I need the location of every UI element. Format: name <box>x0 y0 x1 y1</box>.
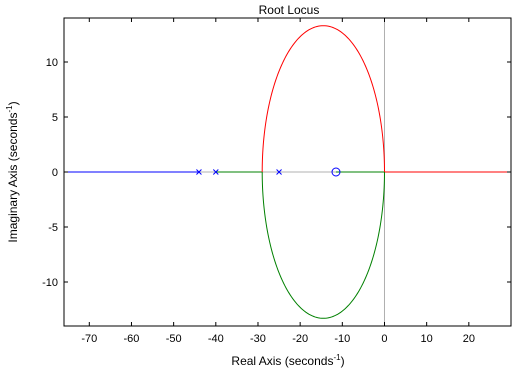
locus-branch-upper <box>261 25 385 173</box>
y-tick-label: 10 <box>46 57 58 69</box>
x-tick-label: -70 <box>81 333 97 345</box>
x-tick-label: 10 <box>421 333 433 345</box>
y-tick-label: 5 <box>52 112 58 124</box>
pole-marker <box>212 169 219 175</box>
pole-marker <box>196 169 202 175</box>
x-tick-label: -40 <box>208 333 224 345</box>
y-axis-title-close: ) <box>6 101 20 105</box>
y-tick-label: -10 <box>42 277 58 289</box>
x-tick-label: -10 <box>334 333 350 345</box>
x-tick-label: 20 <box>463 333 475 345</box>
x-axis-title: Real Axis (seconds-1) <box>231 353 344 368</box>
x-tick-label: -20 <box>292 333 308 345</box>
x-tick-label: 0 <box>381 333 387 345</box>
y-tick-labels: -10 -5 0 5 10 <box>42 57 58 289</box>
x-axis-title-close: ) <box>341 354 345 368</box>
locus-branch-lower <box>261 171 385 319</box>
y-tick-label: 0 <box>52 167 58 179</box>
x-tick-labels: -70 -60 -50 -40 -30 -20 -10 0 10 20 <box>81 333 475 345</box>
x-axis-title-sup: -1 <box>333 353 341 362</box>
zero-marker <box>331 167 341 177</box>
plot-area <box>63 17 512 327</box>
y-axis-title-text: Imaginary Axis (seconds <box>6 113 20 243</box>
pole-marker <box>276 169 282 175</box>
y-axis-title-sup: -1 <box>5 105 14 113</box>
y-axis-title: Imaginary Axis (seconds-1) <box>5 101 20 242</box>
pole-marker-stroke <box>196 169 202 175</box>
pole-marker-stroke <box>212 169 219 175</box>
pole-marker-stroke <box>276 169 282 175</box>
x-tick-label: -30 <box>250 333 266 345</box>
x-axis-title-text: Real Axis (seconds <box>231 354 333 368</box>
x-tick-label: -60 <box>124 333 140 345</box>
chart-title: Root Locus <box>259 3 320 17</box>
y-tick-label: -5 <box>48 222 58 234</box>
x-tick-label: -50 <box>166 333 182 345</box>
